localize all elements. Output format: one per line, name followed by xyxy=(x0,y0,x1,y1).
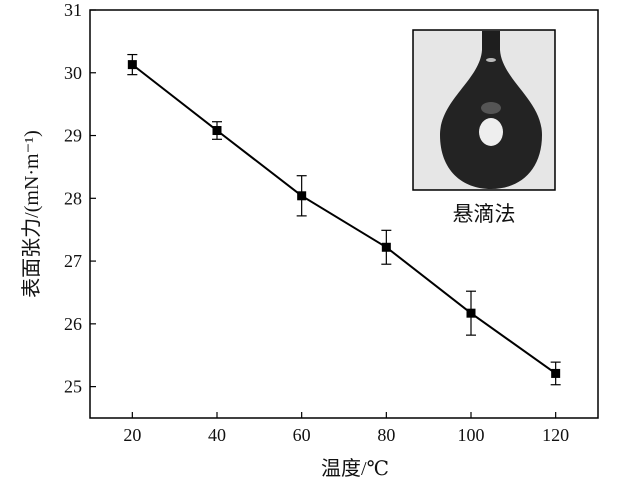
y-axis-label: 表面张力/(mN·m⁻¹) xyxy=(20,130,43,298)
pendant-drop-photo xyxy=(440,31,542,189)
axes: 20 40 60 80 100 120 25 26 27 28 29 30 31 xyxy=(64,0,599,445)
data-point xyxy=(381,242,391,252)
x-tick-label: 100 xyxy=(458,425,485,445)
series-line xyxy=(131,63,557,375)
x-tick-label: 20 xyxy=(123,425,141,445)
x-tick-label: 40 xyxy=(208,425,226,445)
x-axis-label: 温度/℃ xyxy=(321,457,389,480)
y-tick-label: 28 xyxy=(64,188,82,208)
y-tick-label: 27 xyxy=(64,251,82,271)
y-tick-label: 25 xyxy=(64,377,82,397)
data-marks xyxy=(127,53,561,386)
y-tick-label: 29 xyxy=(64,126,82,146)
data-point xyxy=(466,308,476,318)
x-tick-label: 120 xyxy=(542,425,569,445)
x-tick-label: 60 xyxy=(293,425,311,445)
x-tick-label: 80 xyxy=(377,425,395,445)
data-point xyxy=(297,191,307,201)
inset-pendant-drop: 悬滴法 xyxy=(412,29,556,226)
plot-frame xyxy=(89,9,599,419)
y-tick-label: 31 xyxy=(64,0,82,20)
data-point xyxy=(127,60,137,70)
y-tick-label: 30 xyxy=(64,63,82,83)
data-point xyxy=(551,368,561,378)
data-point xyxy=(212,126,222,136)
y-tick-label: 26 xyxy=(64,314,82,334)
inset-label: 悬滴法 xyxy=(453,202,516,226)
